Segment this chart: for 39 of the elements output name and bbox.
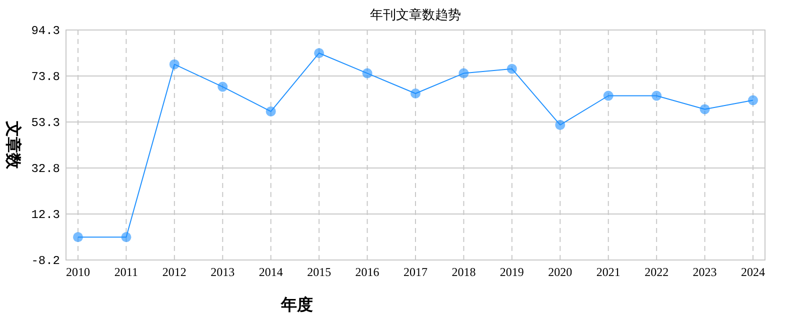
x-tick-label: 2012 xyxy=(162,265,186,279)
x-tick-label: 2015 xyxy=(307,265,332,279)
point xyxy=(506,64,517,74)
y-axis-title: 文章数 xyxy=(4,120,22,170)
x-tick-label: 2023 xyxy=(692,265,717,279)
point xyxy=(73,232,83,242)
point xyxy=(169,59,180,70)
x-tick-label: 2014 xyxy=(258,265,283,279)
point xyxy=(603,90,614,101)
point xyxy=(218,82,228,92)
x-tick-label: 2018 xyxy=(452,265,476,279)
point xyxy=(121,232,132,242)
x-tick-label: 2024 xyxy=(741,265,765,279)
y-tick-label: 73.8 xyxy=(31,70,60,84)
x-tick-label: 2016 xyxy=(355,265,380,279)
point xyxy=(652,90,662,101)
x-tick-label: 2010 xyxy=(66,265,90,279)
x-axis-title: 年度 xyxy=(280,295,313,314)
point xyxy=(362,68,372,78)
y-tick-label: 53.3 xyxy=(31,116,60,130)
y-tick-label: -8.2 xyxy=(31,254,60,268)
x-tick-label: 2020 xyxy=(548,265,572,279)
x-tick-label: 2022 xyxy=(644,265,669,279)
point xyxy=(748,95,758,106)
point xyxy=(700,104,710,114)
x-tick-label: 2017 xyxy=(404,265,428,279)
chart-title: 年刊文章数趋势 xyxy=(370,7,461,22)
x-tick-label: 2019 xyxy=(500,265,524,279)
x-tick-label: 2011 xyxy=(114,265,138,279)
point xyxy=(555,120,566,130)
y-tick-label: 94.3 xyxy=(31,24,60,38)
x-tick-label: 2021 xyxy=(596,265,620,279)
point xyxy=(410,88,420,98)
y-tick-label: 32.8 xyxy=(31,162,60,176)
y-tick-label: 12.3 xyxy=(31,208,60,222)
x-tick-label: 2013 xyxy=(210,265,235,279)
point xyxy=(458,68,469,78)
point xyxy=(314,48,324,58)
point xyxy=(266,106,276,116)
